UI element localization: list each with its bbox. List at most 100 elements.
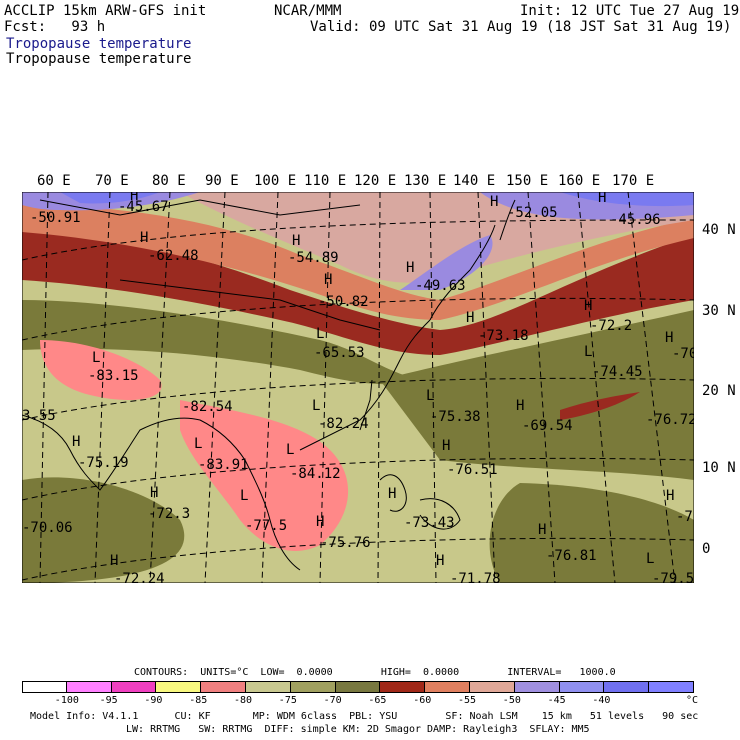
colorbar-swatch [66,681,112,693]
colorbar-tick-label: -75 [278,695,297,706]
extremum-value: -83.91 [198,457,249,473]
extremum-value: -65.53 [314,345,365,361]
longitude-label: 80 E [152,173,186,189]
model-title: ACCLIP 15km ARW-GFS init [4,3,207,19]
colorbar-tick-label: -70 [323,695,342,706]
extremum-mark: L [646,551,654,567]
init-time-label: Init: 12 UTC Tue 27 Aug 19 [520,3,740,19]
band-minus-80-indochina [180,400,349,551]
colorbar-swatch [380,681,426,693]
extremum-mark: H [130,188,138,204]
longitude-label: 170 E [612,173,654,189]
colorbar-tick-label: -60 [413,695,432,706]
latitude-label: 0 [702,541,710,557]
extremum-mark: H [72,434,80,450]
extremum-mark: H [584,298,592,314]
extremum-value: -71.78 [450,571,501,587]
organization-label: NCAR/MMM [274,3,342,19]
extremum-value: -50.82 [318,294,369,310]
extremum-mark: H [516,398,524,414]
longitude-label: 160 E [558,173,600,189]
coastlines [22,199,516,571]
extremum-mark: H [324,272,332,288]
extremum-mark: H [292,233,300,249]
longitude-labels: 60 E 70 E 80 E 90 E 100 E 110 E 120 E 130 E 140 … [37,173,654,189]
extremum-value: -45.96 [610,212,661,228]
longitude-label: 90 E [205,173,239,189]
band-minus-70-north-china [22,300,420,385]
colorbar-tick-label: -50 [502,695,521,706]
extremum-value: -72.3 [148,506,190,522]
colorbar-tick-label: -55 [458,695,477,706]
extremum-value: -76.81 [546,548,597,564]
forecast-hour-label: Fcst: 93 h [4,19,106,35]
valid-time-label: Valid: 09 UTC Sat 31 Aug 19 (18 JST Sat … [310,19,732,35]
extremum-value: -62.48 [148,248,199,264]
latitude-label: 10 N [702,460,736,476]
colorbar-swatch [649,681,694,693]
colorbar-swatch [559,681,605,693]
extremum-value: -84.12 [290,466,341,482]
colorbar-swatch [290,681,336,693]
extremum-mark: L [426,388,434,404]
band-minus-60 [22,205,694,320]
extremum-mark: H [388,486,396,502]
extremum-mark: L [316,326,324,342]
longitude-label: 110 E [304,173,346,189]
extremum-value: -49.63 [415,278,466,294]
latitude-label: 40 N [702,222,736,238]
longitude-label: 130 E [404,173,446,189]
extremum-value: -45.67 [118,199,169,215]
extremum-value: -73.18 [478,328,529,344]
extremum-mark: L [286,442,294,458]
extremum-mark: H [316,514,324,530]
extremum-mark: H [466,310,474,326]
colorbar-swatch [246,681,291,693]
extrema-labels: H-45.67-50.91H-52.05H-45.96H-62.48H-54.8… [22,188,701,587]
band-minus-70-indian-ocean [22,477,185,583]
band-minus-45-east [560,192,694,207]
field-title-contour: Tropopause temperature [6,51,192,67]
colorbar-tick-label: -65 [368,695,387,706]
colorbar-swatch [470,681,515,693]
colorbar-unit-label: °C [686,695,699,706]
latitude-label: 20 N [702,383,736,399]
colorbar-tick-label: -100 [54,695,79,706]
colorbar-tick-label: -40 [592,695,611,706]
extremum-value: -75.76 [320,535,371,551]
tropopause-temperature-map: 60 E 70 E 80 E 90 E 100 E 110 E 120 E 130 E 140 … [22,173,736,587]
extremum-mark: H [538,522,546,538]
extremum-value: -75.19 [78,455,129,471]
model-info-line-2: LW: RRTMG SW: RRTMG DIFF: simple KM: 2D … [126,724,590,735]
extremum-mark: H [110,553,118,569]
extremum-value: -52.05 [507,205,558,221]
extremum-value: -82.24 [318,416,369,432]
colorbar-tick-label: -95 [99,695,118,706]
colorbar-swatch [425,681,470,693]
extremum-value: -74 [676,509,701,525]
extremum-value: -54.89 [288,250,339,266]
extremum-value: -70.06 [22,520,73,536]
extremum-value: -73.43 [404,515,455,531]
longitude-label: 100 E [254,173,296,189]
extremum-mark: H [442,438,450,454]
extremum-mark: H [406,260,414,276]
colorbar-swatch [335,681,381,693]
longitude-label: 150 E [506,173,548,189]
extremum-mark: H [598,190,606,206]
extremum-value: -69.54 [522,418,573,434]
longitude-label: 120 E [354,173,396,189]
longitude-label: 70 E [95,173,129,189]
colorbar-swatch [201,681,246,693]
band-minus-50-korea [400,235,493,290]
extremum-mark: L [312,398,320,414]
extremum-mark: L [92,350,100,366]
longitude-label: 140 E [453,173,495,189]
extremum-value: -76.72 [646,412,697,428]
extremum-value: -72.24 [114,571,165,587]
contour-info: CONTOURS: UNITS=°C LOW= 0.0000 HIGH= 0.0… [134,667,616,678]
band-minus-70-southwest-pacific [489,483,694,583]
extremum-mark: H [666,488,674,504]
longitude-label: 60 E [37,173,71,189]
extremum-value: -74.45 [592,364,643,380]
